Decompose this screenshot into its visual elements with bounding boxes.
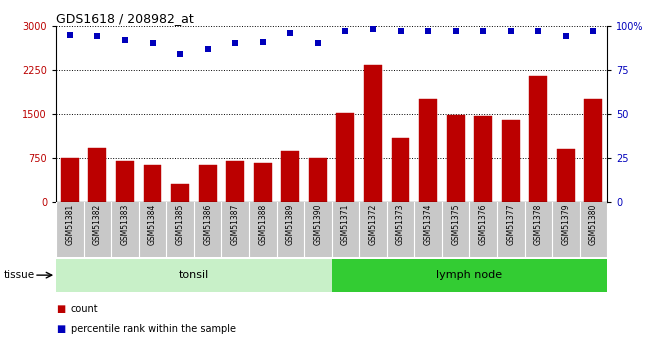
- Text: GSM51381: GSM51381: [65, 204, 75, 245]
- FancyBboxPatch shape: [332, 259, 607, 292]
- Text: GSM51379: GSM51379: [562, 204, 570, 245]
- Text: GSM51376: GSM51376: [478, 204, 488, 245]
- Text: GSM51383: GSM51383: [121, 204, 129, 245]
- Bar: [364, 65, 382, 202]
- Bar: [557, 149, 575, 202]
- Text: GSM51378: GSM51378: [534, 204, 543, 245]
- Text: GSM51380: GSM51380: [589, 204, 598, 245]
- Text: GSM51371: GSM51371: [341, 204, 350, 245]
- Bar: [226, 161, 244, 202]
- Text: GSM51384: GSM51384: [148, 204, 157, 245]
- Bar: [144, 165, 162, 202]
- Bar: [447, 115, 465, 202]
- Text: GDS1618 / 208982_at: GDS1618 / 208982_at: [56, 12, 194, 25]
- Bar: [309, 158, 327, 202]
- Bar: [199, 166, 216, 202]
- Bar: [88, 148, 106, 202]
- Bar: [585, 99, 603, 202]
- Bar: [171, 184, 189, 202]
- Text: count: count: [71, 304, 98, 314]
- Text: GSM51373: GSM51373: [396, 204, 405, 245]
- Bar: [419, 99, 437, 202]
- Text: ■: ■: [56, 304, 65, 314]
- Text: GSM51389: GSM51389: [286, 204, 295, 245]
- Text: GSM51387: GSM51387: [231, 204, 240, 245]
- Text: tissue: tissue: [3, 270, 34, 280]
- Text: GSM51377: GSM51377: [506, 204, 515, 245]
- Text: GSM51382: GSM51382: [93, 204, 102, 245]
- Bar: [116, 161, 134, 202]
- Bar: [61, 158, 79, 202]
- Text: ■: ■: [56, 325, 65, 334]
- Bar: [281, 151, 299, 202]
- Text: GSM51388: GSM51388: [258, 204, 267, 245]
- Text: lymph node: lymph node: [436, 270, 502, 280]
- Text: GSM51372: GSM51372: [368, 204, 378, 245]
- Text: tonsil: tonsil: [179, 270, 209, 280]
- Text: GSM51386: GSM51386: [203, 204, 212, 245]
- Bar: [529, 76, 547, 202]
- Text: GSM51375: GSM51375: [451, 204, 460, 245]
- Bar: [337, 113, 354, 202]
- Bar: [502, 120, 519, 202]
- Bar: [254, 163, 272, 202]
- Text: percentile rank within the sample: percentile rank within the sample: [71, 325, 236, 334]
- Text: GSM51390: GSM51390: [314, 204, 322, 245]
- Bar: [475, 116, 492, 202]
- Bar: [391, 138, 409, 202]
- Text: GSM51385: GSM51385: [176, 204, 185, 245]
- FancyBboxPatch shape: [56, 259, 332, 292]
- Text: GSM51374: GSM51374: [424, 204, 432, 245]
